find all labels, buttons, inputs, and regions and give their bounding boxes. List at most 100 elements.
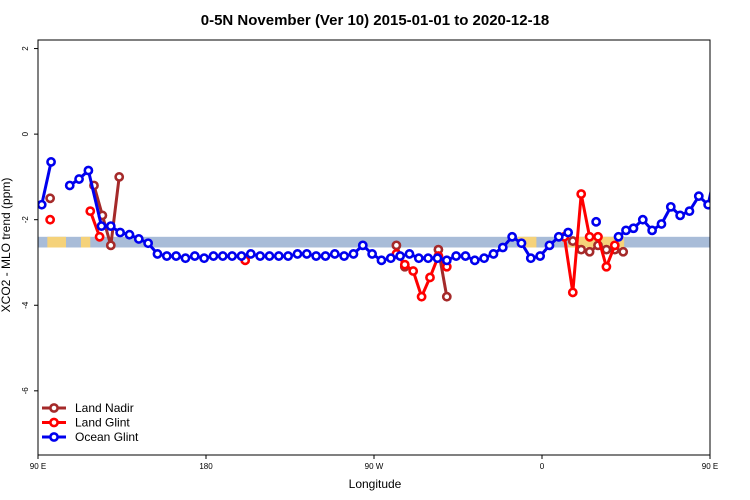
land-nadir-point [441,291,452,302]
ocean-glint-point [395,251,406,261]
ocean-glint-point [292,249,303,259]
ocean-glint-point [245,249,256,259]
ocean-glint-point [432,253,443,264]
reference-band [38,236,710,248]
ocean-glint-point [613,231,624,242]
x-tick-label: 90 E [702,462,718,471]
legend-ocean-glint-marker [49,432,59,442]
ocean-glint-point [451,251,462,261]
land-glint-point [408,266,419,276]
land-nadir-point [601,244,612,255]
ocean-glint-point [273,251,284,261]
ocean-glint-line [40,161,53,206]
ocean-glint-point [311,251,322,261]
land-glint-point [416,291,427,302]
y-tick-label: 2 [21,46,30,51]
ocean-glint-point [460,251,471,261]
ocean-glint-point [199,253,210,264]
land-glint-point [399,259,410,270]
ocean-glint-point [479,253,490,264]
land-band-segment [80,236,91,248]
ocean-glint-point [208,251,219,261]
land-glint-point [94,231,105,242]
land-glint-point [593,231,603,242]
ocean-glint-point [423,253,434,264]
ocean-glint-point [96,221,107,232]
plot-clipped-group [38,157,750,302]
ocean-glint-point [329,249,340,259]
ocean-glint-point [320,251,331,261]
ocean-glint-point [105,221,116,232]
ocean-glint-point [83,165,94,176]
ocean-glint-point [656,219,667,229]
ocean-glint-point [469,255,480,266]
x-tick-label: 90 E [30,462,46,471]
x-tick-label: 90 W [365,462,384,471]
ocean-glint-point [189,251,200,261]
ocean-glint-point [64,180,75,191]
ocean-glint-point [152,249,163,259]
ocean-glint-point [497,242,508,253]
ocean-glint-point [357,240,368,251]
land-glint-point [576,189,587,199]
ocean-glint-point [535,251,546,261]
land-glint-point [45,214,56,225]
ocean-glint-point [180,253,191,264]
y-tick-label: -2 [21,216,30,224]
ocean-glint-point [46,157,56,167]
ocean-glint-point [38,199,47,210]
ocean-glint-point [516,238,527,249]
ocean-glint-point [675,210,686,221]
ocean-glint-point [367,249,378,259]
ocean-glint-point [124,229,135,240]
plot-area: 90 E 180 90 W 0 90 E 2 0 -2 -4 -6 [21,39,750,471]
y-tick-label: -4 [21,301,30,309]
ocean-glint-point [161,251,172,261]
land-glint-point [609,240,620,251]
ocean-glint-point [376,255,387,266]
land-band-segment [517,236,537,248]
ocean-glint-point [171,251,182,261]
ocean-glint-point [348,249,359,259]
ocean-glint-point [217,251,228,261]
land-glint-point [567,287,578,298]
x-tick-label: 180 [199,462,213,471]
legend-land-glint-label: Land Glint [75,416,130,430]
ocean-glint-point [647,225,658,236]
land-glint-point [425,272,435,283]
ocean-glint-point [553,231,564,242]
x-axis-label: Longitude [349,477,402,491]
land-glint-point [713,216,720,223]
ocean-glint-point [507,231,518,242]
legend-land-nadir-label: Land Nadir [75,401,134,415]
ocean-glint-point [143,238,154,249]
ocean-glint-point [665,201,676,212]
ocean-glint-point [236,251,247,261]
ocean-glint-point [621,225,631,236]
land-nadir-point [105,240,116,251]
ocean-glint-point [264,251,275,261]
ocean-glint-point [74,174,84,184]
y-axis-label: XCO2 - MLO trend (ppm) [0,178,13,313]
ocean-glint-line [736,171,750,261]
legend-land-glint-marker [49,417,59,428]
legend-land-nadir-marker [49,403,59,413]
land-nadir-point [618,246,629,257]
ocean-glint-point [684,206,695,217]
ocean-glint-point [255,251,266,261]
ocean-glint-point [591,216,602,227]
land-nadir-line [92,176,121,247]
x-tick-label: 0 [540,462,545,471]
land-glint-point [584,231,595,242]
ocean-glint-point [733,182,740,189]
land-nadir-point [391,240,402,251]
ocean-glint-point [637,214,648,225]
ocean-glint-point [441,255,452,266]
land-glint-point [601,261,612,272]
ocean-glint-point [488,249,499,259]
ocean-glint-point [115,227,126,238]
legend-ocean-glint-label: Ocean Glint [75,430,139,444]
ocean-glint-point [693,191,704,202]
